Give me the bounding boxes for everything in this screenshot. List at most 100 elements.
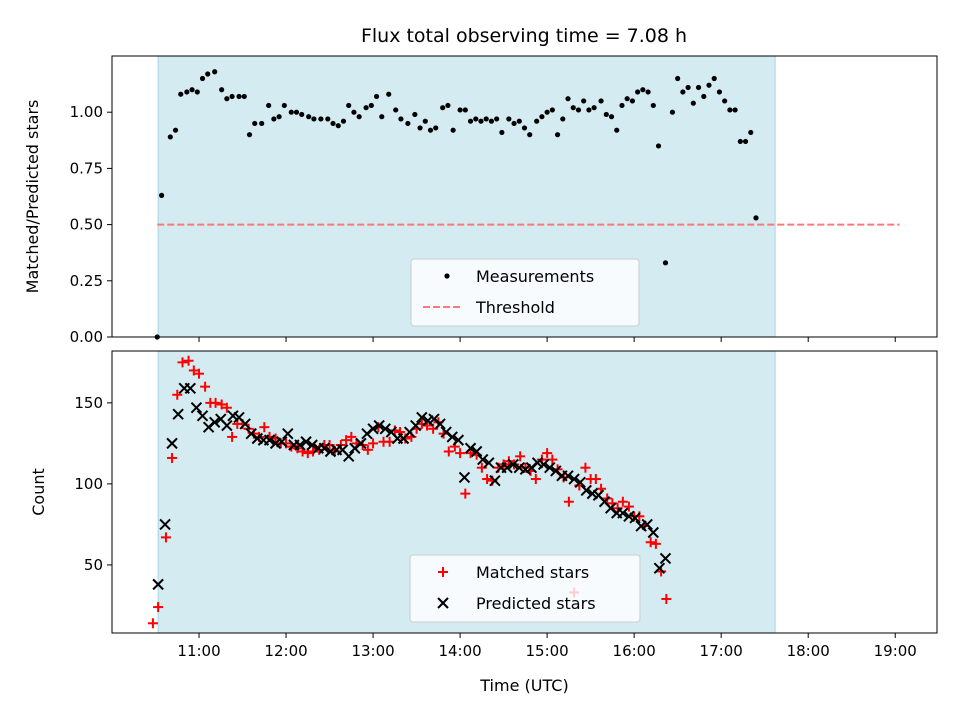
ratio-y-ticks: 0.00 0.25 0.50 0.75 1.00 <box>70 103 112 346</box>
matched-star-point <box>346 431 357 442</box>
measurement-point <box>629 98 636 104</box>
predicted-star-point <box>562 470 574 482</box>
predicted-star-point <box>446 431 458 443</box>
predicted-star-point <box>221 419 233 432</box>
measurement-point <box>675 75 681 82</box>
measurement-point <box>716 89 723 95</box>
measurement-point <box>742 138 749 145</box>
ratio-panel-frame <box>111 55 938 338</box>
matched-star-point <box>160 532 171 543</box>
y-tick-label: 0.00 <box>70 328 103 346</box>
measurement-point <box>635 89 641 95</box>
predicted-star-points <box>152 382 672 591</box>
measurement-point <box>412 111 418 118</box>
predicted-star-point <box>629 512 641 524</box>
measurement-point <box>727 107 733 113</box>
measurement-point <box>398 116 404 122</box>
measurement-point <box>591 105 597 111</box>
measurement-point <box>440 105 446 111</box>
measurement-point <box>252 120 258 127</box>
measurement-point <box>685 84 691 91</box>
matched-star-point <box>661 593 672 604</box>
matched-star-point <box>617 496 628 507</box>
matched-star-point <box>389 425 400 436</box>
measurement-point <box>241 93 247 100</box>
measurement-point <box>534 118 540 124</box>
predicted-star-point <box>190 402 203 414</box>
predicted-star-point <box>653 562 666 574</box>
predicted-legend-label: Predicted stars <box>476 594 596 613</box>
measurement-point <box>506 116 512 122</box>
measurement-point <box>189 87 195 93</box>
measurement-point <box>494 116 500 122</box>
matched-star-point <box>259 422 270 433</box>
matched-star-point <box>563 496 574 507</box>
measurement-point <box>351 109 357 115</box>
measurement-point <box>748 129 754 136</box>
ratio-x-ticks <box>198 337 896 342</box>
y-tick-label: 0.75 <box>70 159 103 177</box>
matched-star-point <box>645 537 656 548</box>
measurement-point <box>417 125 423 131</box>
matched-star-point <box>368 438 379 449</box>
matched-star-point <box>341 435 352 446</box>
predicted-star-point <box>196 410 209 422</box>
predicted-star-point <box>501 461 513 474</box>
measurement-point <box>363 105 369 111</box>
measurement-point <box>645 89 651 95</box>
matched-star-point <box>177 357 188 368</box>
measurement-point <box>318 116 324 122</box>
measurement-point <box>690 100 696 106</box>
count-legend: Matched stars Predicted stars <box>409 554 641 623</box>
measurement-point <box>266 102 272 109</box>
measurement-point <box>521 125 528 131</box>
measurement-point <box>662 260 669 266</box>
measurement-point <box>422 118 428 124</box>
measurement-legend-marker <box>444 273 450 279</box>
y-tick-label: 1.00 <box>70 103 103 121</box>
measurement-point <box>462 107 468 113</box>
matched-star-point <box>623 501 634 512</box>
predicted-star-point <box>537 458 550 471</box>
matched-star-point <box>227 431 238 442</box>
measurement-point <box>655 143 662 149</box>
measurement-point <box>445 102 451 109</box>
predicted-star-point <box>470 445 483 458</box>
measurement-point <box>527 132 533 138</box>
matched-star-point <box>515 451 526 462</box>
predicted-star-point <box>184 382 197 394</box>
measurement-point <box>184 89 190 95</box>
predicted-star-point <box>282 427 294 440</box>
measurement-point <box>325 116 331 122</box>
measurement-point <box>711 75 717 82</box>
y-tick-label: 50 <box>84 556 103 574</box>
matched-star-point <box>547 454 558 465</box>
measurement-point <box>386 91 392 97</box>
measurement-point <box>581 98 587 104</box>
measurement-point <box>379 114 385 120</box>
predicted-star-point <box>152 578 164 591</box>
measurement-point <box>433 125 439 131</box>
matched-star-point <box>520 462 531 473</box>
measurement-point <box>483 116 489 122</box>
predicted-star-point <box>483 457 495 469</box>
measurement-point <box>299 111 305 118</box>
measurement-point <box>603 111 609 118</box>
measurement-point <box>276 114 282 120</box>
matched-star-point <box>542 448 553 459</box>
count-x-ticks: 11:00 12:00 13:00 14:00 15:00 16:00 17:00 18:00… <box>177 633 917 660</box>
measurement-point <box>598 98 604 104</box>
measurement-point <box>565 96 571 102</box>
measurement-point <box>340 118 347 124</box>
measurement-point <box>539 114 545 120</box>
predicted-star-point <box>373 419 385 432</box>
matched-star-point <box>590 474 601 485</box>
measurement-point <box>450 127 456 133</box>
predicted-star-point <box>659 552 672 565</box>
predicted-star-point <box>166 437 178 450</box>
predicted-star-point <box>318 442 331 454</box>
measurement-point <box>229 93 235 100</box>
measurement-point <box>373 93 380 100</box>
predicted-star-point <box>410 419 422 432</box>
